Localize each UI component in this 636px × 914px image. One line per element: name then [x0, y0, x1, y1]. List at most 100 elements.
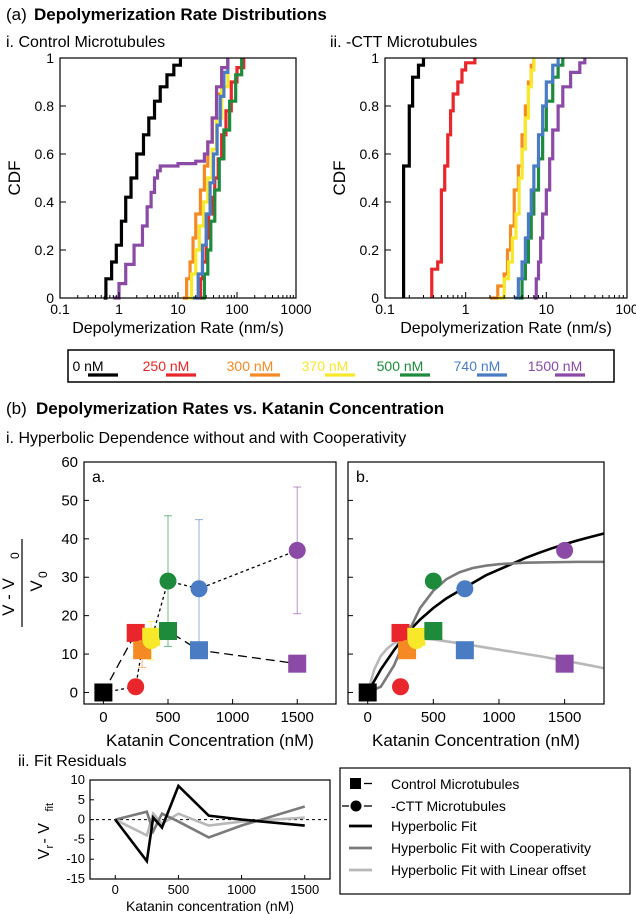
residual-line-coop: [114, 805, 306, 839]
y-label-part: r: [44, 845, 56, 849]
plot-frame: [384, 57, 628, 299]
cdf-plot-ctt: 0.1 1 10 100 0 0.2 0.4 0.6 0.8 1 CDF Depolymerizati…: [330, 50, 636, 337]
residual-line-hyper: [114, 783, 305, 865]
ctt-marker-370nM: [142, 632, 160, 650]
ctt-marker-0nM: [359, 683, 377, 701]
legend-box: [67, 349, 615, 383]
cdf-series-500nM: [518, 58, 565, 300]
y-tick-label: 0: [371, 290, 379, 306]
cdf-series-500nM: [201, 58, 244, 300]
x-tick-label: 0.1: [375, 301, 395, 317]
cdf-series-740nM: [193, 58, 230, 300]
x-tick-label: 1000: [280, 301, 311, 317]
y-label-part: fit: [44, 803, 56, 812]
y-label-denominator: V: [27, 580, 46, 592]
y-tick-label: 0.2: [360, 242, 380, 258]
x-tick-label: 1500: [290, 882, 319, 897]
x-axis-label: Depolymerization Rate (nm/s): [400, 320, 612, 337]
x-tick-label: 0: [99, 709, 107, 726]
plot-frame: [89, 779, 331, 880]
section-b-title: Depolymerization Rates vs. Katanin Conce…: [36, 399, 444, 418]
x-tick-label: 500: [168, 882, 190, 897]
cdf-series-250nM: [430, 58, 477, 298]
legend-linear-label: Hyperbolic Fit with Linear offset: [391, 862, 586, 878]
x-tick-label: 500: [155, 709, 180, 726]
x-tick-label: 100: [615, 301, 636, 317]
panel-letter: a.: [92, 469, 105, 486]
plot-frame: [59, 57, 297, 299]
ctt-marker-740nM: [190, 580, 208, 598]
ctt-connector: [103, 549, 298, 694]
section-a-label: (a): [6, 5, 27, 24]
fit-legend: Control Microtubules -CTT Microtubules Hyp…: [339, 767, 631, 895]
subtitle-b-ii: ii. Fit Residuals: [18, 753, 126, 770]
y-tick-label: 0: [46, 290, 54, 306]
y-tick-label: 0.4: [360, 194, 380, 210]
x-tick-label: 10: [539, 301, 555, 317]
y-tick-label: 1: [371, 50, 379, 66]
y-tick-label: 40: [61, 531, 78, 548]
y-tick-label: 30: [61, 569, 78, 586]
scatter-panel-a: 0 500 1000 1500 0 10 20 30 40 50 60 V - V 0 V 0 a. Katan…: [0, 454, 337, 750]
y-tick-label: 0.6: [360, 146, 380, 162]
legend-item-250nM: 250 nM: [143, 358, 190, 374]
legend-coop-label: Hyperbolic Fit with Cooperativity: [391, 840, 591, 856]
scatter-panel-b: 0 500 1000 1500 b. Katanin Concentration (nM): [347, 461, 605, 750]
x-tick-label: 1: [462, 301, 470, 317]
ctt-marker-250nM: [127, 678, 145, 696]
control-marker-1500nM: [555, 654, 574, 673]
plot-frame: [83, 461, 337, 705]
y-tick-label: 60: [61, 454, 78, 471]
control-marker-740nM: [190, 641, 209, 660]
panel-letter: b.: [356, 469, 369, 486]
legend-ctt-marker: [350, 800, 362, 812]
x-tick-label: 0: [112, 882, 119, 897]
x-tick-label: 500: [421, 709, 446, 726]
y-tick-label: 0.8: [360, 98, 380, 114]
legend-item-0nM: 0 nM: [72, 358, 103, 374]
legend-item-740nM: 740 nM: [454, 358, 501, 374]
ctt-marker-0nM: [94, 683, 112, 701]
y-tick-label: 0: [70, 684, 78, 701]
y-tick-label: 50: [61, 492, 78, 509]
x-axis-label: Katanin Concentration (nM): [372, 731, 580, 750]
fit-legend-box: [339, 767, 631, 895]
control-marker-740nM: [455, 641, 474, 660]
y-tick-label: 10: [71, 772, 85, 787]
section-b-label: (b): [6, 399, 27, 418]
x-tick-label: 1500: [548, 709, 581, 726]
ctt-marker-250nM: [392, 678, 410, 696]
y-label-numerator: V - V: [0, 577, 18, 615]
x-tick-label: 1: [115, 301, 123, 317]
ctt-marker-1500nM: [288, 541, 306, 559]
x-axis-label: Katanin concentration (nM): [126, 898, 294, 914]
x-tick-label: 0: [364, 709, 372, 726]
cdf-series-370nM: [497, 58, 536, 300]
y-tick-label: 1: [46, 50, 54, 66]
y-tick-label: 20: [61, 608, 78, 625]
y-tick-label: 0: [78, 812, 85, 827]
legend-ctt-label: -CTT Microtubules: [391, 798, 506, 814]
x-tick-label: 100: [225, 301, 249, 317]
y-tick-label: 0.6: [35, 146, 55, 162]
ctt-marker-1500nM: [556, 541, 574, 559]
y-tick-label: 5: [78, 792, 85, 807]
y-tick-label: 10: [61, 646, 78, 663]
y-axis-label: CDF: [5, 161, 24, 196]
subtitle-a-ii: ii. -CTT Microtubules: [330, 34, 477, 51]
cdf-series-300nM: [182, 58, 230, 300]
ctt-marker-500nM: [424, 572, 442, 590]
concentration-legend: 0 nM 250 nM 300 nM 370 nM 500 nM 740 nM 1500 n…: [67, 349, 615, 383]
y-tick-label: 0.8: [35, 98, 55, 114]
x-tick-label: 1500: [281, 709, 314, 726]
legend-hyper-label: Hyperbolic Fit: [391, 818, 477, 834]
cdf-plot-control: 0.1 1 10 100 1000 0 0.2 0.4 0.6 0.8 1 CDF Depolymeri…: [5, 50, 312, 337]
x-axis-label: Depolymerization Rate (nm/s): [72, 320, 284, 337]
legend-item-300nM: 300 nM: [227, 358, 274, 374]
legend-control-marker: [350, 778, 361, 789]
y-label-denominator-sub: 0: [36, 571, 50, 578]
x-tick-label: 1000: [482, 709, 515, 726]
legend-item-370nM: 370 nM: [302, 358, 349, 374]
y-tick-label: 0.4: [35, 194, 55, 210]
